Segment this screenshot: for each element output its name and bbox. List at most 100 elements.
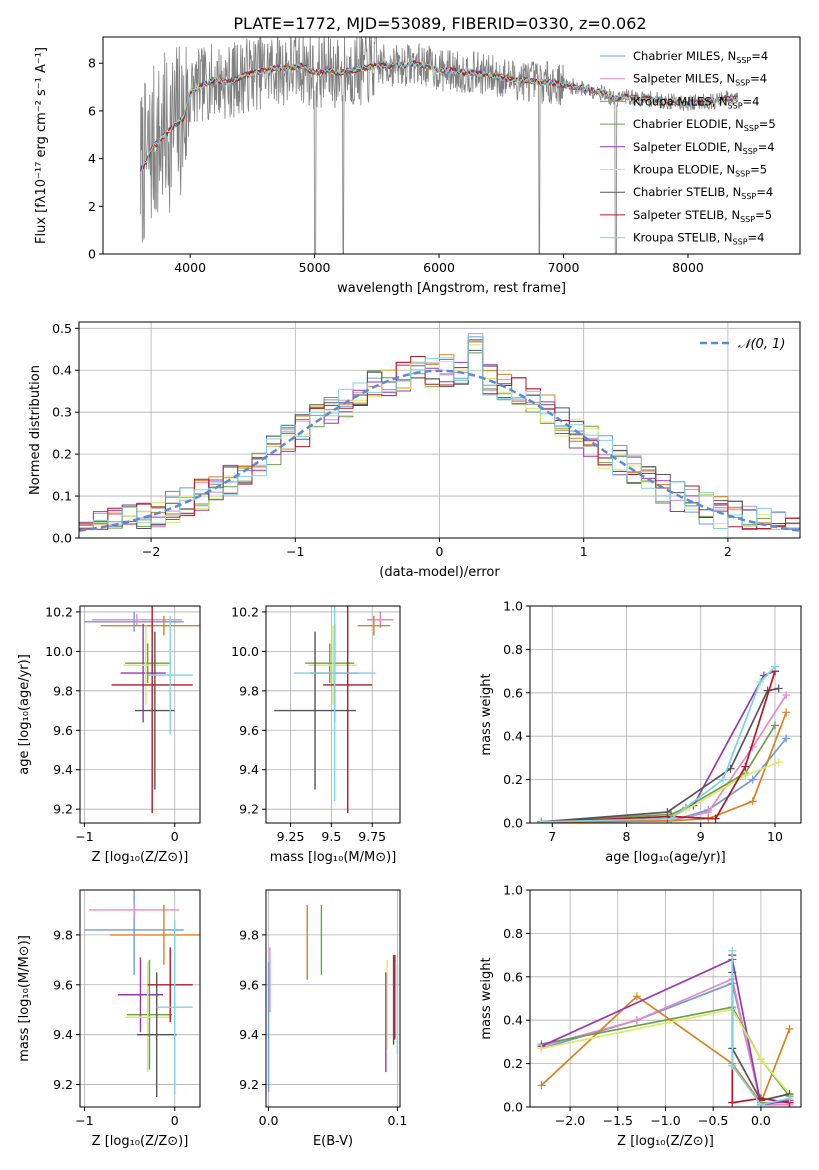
normal-distribution-curve	[79, 369, 800, 532]
age-vs-z-ytick-label-1: 9.4	[53, 762, 73, 777]
mass-weight-vs-age-series-6-point-4	[774, 684, 783, 693]
spectrum-xtick-label-1: 5000	[299, 260, 331, 275]
residuals-ylabel: Normed distribution	[28, 365, 43, 495]
age-vs-z-frame	[79, 605, 201, 824]
age-vs-mass-xtick-label-1: 9.5	[321, 829, 341, 844]
legend-entry-2: Kroupa MILES, NSSP=4	[633, 94, 759, 110]
residuals-xtick-label-1: −1	[286, 544, 304, 559]
age-vs-mass-frame	[265, 605, 401, 824]
legend-nssp-3: =5	[759, 117, 776, 131]
residuals-xtick-label-0: −2	[142, 544, 160, 559]
mass-weight-vs-age-ylabel: mass weight	[479, 673, 494, 755]
age-vs-mass-ytick-label-2: 9.6	[239, 723, 259, 738]
legend-nssp-1: =4	[750, 72, 767, 86]
age-vs-z-ylabel: age [log₁₀(age/yr)]	[17, 654, 32, 775]
legend-ssp-subscript-1: SSP	[735, 79, 750, 88]
mass-weight-vs-age-xtick-label-2: 9	[697, 829, 705, 844]
mass-weight-vs-age-series-line-4	[541, 670, 776, 823]
age-vs-z-ytick-label-2: 9.6	[53, 723, 73, 738]
mass-weight-vs-age-series-8-point-0	[537, 817, 546, 823]
mass-weight-vs-z-xtick-label-4: 0.0	[751, 1113, 771, 1128]
mass-weight-vs-age-ytick-label-2: 0.4	[503, 729, 523, 744]
legend-entry-8: Kroupa STELIB, NSSP=4	[633, 231, 764, 247]
mass-weight-vs-z-ylabel: mass weight	[479, 957, 494, 1039]
legend-nssp-8: =4	[748, 231, 765, 245]
legend-ssp-subscript-7: SSP	[740, 215, 755, 224]
legend-entry-4: Salpeter ELODIE, NSSP=4	[633, 140, 775, 156]
residuals-xtick-label-2: 0	[436, 544, 444, 559]
age-vs-mass-ytick-label-3: 9.8	[239, 683, 259, 698]
age-vs-z-ytick-label-0: 9.2	[53, 802, 73, 817]
mass-vs-z-ylabel: mass [log₁₀(M/M⊙)]	[17, 935, 32, 1062]
age-vs-z-xlabel: Z [log₁₀(Z/Z⊙)]	[92, 850, 189, 865]
residuals-ytick-label-4: 0.4	[52, 363, 72, 378]
age-vs-mass-ytick-label-1: 9.4	[239, 762, 259, 777]
spectrum-xlabel: wavelength [Angstrom, rest frame]	[337, 281, 566, 296]
mass-weight-vs-z-ytick-label-0: 0.0	[503, 1100, 523, 1115]
mass-weight-vs-z-series-2-point-1	[632, 992, 641, 1001]
spectrum-xtick-label-2: 6000	[423, 260, 455, 275]
observed-spectrum-line	[139, 37, 739, 254]
mass-weight-vs-age-series-2-point-4	[782, 708, 791, 717]
mass-weight-vs-z-series-8-point-1	[728, 1061, 737, 1070]
mass-weight-vs-z-series-8-point-3	[785, 1094, 794, 1103]
residuals-ytick-label-3: 0.3	[52, 405, 72, 420]
mass-weight-vs-age-ytick-label-1: 0.2	[503, 772, 523, 787]
mass-weight-vs-age-series-line-3	[541, 724, 776, 823]
legend-nssp-2: =4	[743, 94, 760, 108]
mass-weight-vs-age-ytick-label-0: 0.0	[503, 816, 523, 831]
mass-weight-vs-age-series-2-point-3	[748, 797, 757, 806]
legend-ssp-subscript-8: SSP	[733, 238, 748, 247]
age-vs-z-panel: −1 0 9.2 9.4 9.6 9.8 10.0 10.2 Z [log₁₀(Z/Z⊙)] ag…	[17, 604, 201, 865]
legend-model-name-2: Kroupa MILES, N	[633, 94, 728, 108]
mass-weight-vs-z-xtick-label-0: −2.0	[555, 1113, 585, 1128]
mass-weight-vs-z-ytick-label-4: 0.8	[503, 926, 523, 941]
mass-weight-vs-age-frame	[529, 605, 802, 824]
mass-weight-vs-age-xtick-label-1: 8	[623, 829, 631, 844]
residuals-ytick-label-1: 0.1	[52, 489, 72, 504]
residuals-xtick-label-3: 1	[580, 544, 588, 559]
mass-vs-z-ytick-label-2: 9.6	[53, 977, 73, 992]
residuals-plot-area	[79, 333, 800, 532]
mass-weight-vs-z-ytick-label-1: 0.2	[503, 1056, 523, 1071]
normal-legend-label: 𝒩(0, 1)	[738, 337, 785, 352]
mass-vs-z-ytick-label-0: 9.2	[53, 1077, 73, 1092]
mass-vs-z-xtick-label-1: 0	[171, 1113, 179, 1128]
mass-vs-ebv-frame	[265, 889, 401, 1108]
mass-weight-vs-age-series-0-point-4	[782, 734, 791, 743]
age-vs-mass-plot-area	[274, 606, 394, 814]
spectrum-frame	[102, 36, 801, 255]
residuals-xtick-label-4: 2	[724, 544, 732, 559]
age-vs-z-xtick-label-0: −1	[75, 829, 93, 844]
mass-weight-vs-age-series-3-point-4	[771, 721, 780, 730]
legend-ssp-subscript-3: SSP	[744, 124, 759, 133]
age-vs-mass-ytick-label-5: 10.2	[231, 604, 259, 619]
mass-weight-vs-z-series-2-point-0	[537, 1081, 546, 1090]
mass-weight-vs-z-series-8-point-2	[756, 1100, 765, 1107]
age-vs-mass-xtick-label-0: 9.25	[277, 829, 305, 844]
mass-vs-ebv-xtick-label-0: 0.0	[259, 1113, 279, 1128]
spectrum-ytick-label-1: 2	[88, 199, 96, 214]
mass-weight-vs-age-series-8-point-2	[719, 775, 728, 784]
spectrum-plot-area	[139, 37, 739, 254]
spectrum-panel: 4000 5000 6000 7000 8000 0 2 4 6 8 wavelength [Ang…	[34, 36, 801, 296]
age-vs-z-ytick-label-5: 10.2	[45, 604, 73, 619]
legend-ssp-subscript-5: SSP	[735, 170, 750, 179]
legend-ssp-subscript-0: SSP	[736, 56, 751, 65]
mass-vs-z-ytick-label-1: 9.4	[53, 1027, 73, 1042]
mass-weight-vs-z-series-2-point-4	[785, 1024, 794, 1033]
mass-weight-vs-age-panel: 7 8 9 10 0.0 0.2 0.4 0.6 0.8 1.0 age [log₁₀(age/yr…	[479, 599, 802, 865]
mass-weight-vs-z-series-line-4	[541, 958, 790, 1106]
spectrum-ytick-label-2: 4	[88, 151, 96, 166]
mass-weight-vs-z-plot-area	[537, 946, 794, 1107]
legend-entry-0: Chabrier MILES, NSSP=4	[633, 49, 768, 65]
legend-entry-7: Salpeter STELIB, NSSP=5	[633, 208, 772, 224]
mass-weight-vs-age-series-line-7	[541, 670, 776, 823]
mass-weight-vs-age-ytick-label-5: 1.0	[503, 599, 523, 614]
spectrum-xtick-label-3: 7000	[548, 260, 580, 275]
mass-vs-z-frame	[79, 889, 201, 1108]
spectrum-xtick-label-4: 8000	[672, 260, 704, 275]
legend-nssp-0: =4	[751, 49, 768, 63]
legend-entry-1: Salpeter MILES, NSSP=4	[633, 72, 767, 88]
spectrum-ylabel: Flux [fλ10⁻¹⁷ erg cm⁻² s⁻¹ A⁻¹]	[34, 47, 49, 244]
